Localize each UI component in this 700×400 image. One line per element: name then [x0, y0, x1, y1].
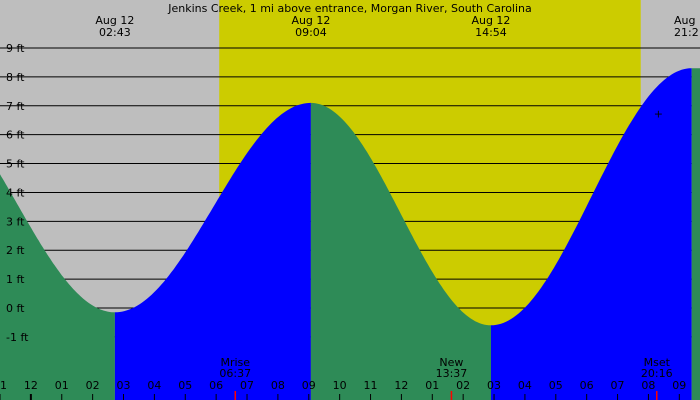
- y-tick-label: 0 ft: [6, 302, 25, 315]
- tide-curve: [0, 68, 700, 400]
- tide-time-label: 09:04: [295, 26, 327, 39]
- tide-time-label: 02:43: [99, 26, 131, 39]
- tide-date-label: Aug 12: [471, 14, 510, 27]
- moon-event-time: 20:16: [641, 367, 673, 380]
- falling-tide-area: [310, 102, 491, 400]
- x-tick-label: 03: [487, 379, 501, 392]
- x-tick-label: 05: [549, 379, 563, 392]
- y-tick-label: 8 ft: [6, 71, 25, 84]
- rising-tide-area: [114, 102, 311, 400]
- x-tick-label: 06: [580, 379, 594, 392]
- x-tick-label: 07: [611, 379, 625, 392]
- chart-title: Jenkins Creek, 1 mi above entrance, Morg…: [167, 2, 532, 15]
- y-tick-label: 2 ft: [6, 244, 25, 257]
- x-tick-label: 12: [394, 379, 408, 392]
- moon-event-time: 13:37: [436, 367, 468, 380]
- tide-time-label: 21:2: [674, 26, 699, 39]
- x-tick-label: 05: [178, 379, 192, 392]
- x-tick-label: 04: [147, 379, 161, 392]
- x-tick-label: 07: [240, 379, 254, 392]
- y-tick-label: 7 ft: [6, 100, 25, 113]
- y-tick-label: -1 ft: [6, 331, 29, 344]
- x-tick-label: 11: [0, 379, 7, 392]
- rising-tide-area: [491, 68, 692, 400]
- y-tick-label: 3 ft: [6, 215, 25, 228]
- y-tick-label: 9 ft: [6, 42, 25, 55]
- x-tick-label: 12: [24, 379, 38, 392]
- y-tick-label: 4 ft: [6, 186, 25, 199]
- x-tick-label: 08: [271, 379, 285, 392]
- y-tick-label: 6 ft: [6, 129, 25, 142]
- x-tick-label: 11: [364, 379, 378, 392]
- x-axis: 11 12 01 02 03 04 05 06 07 08 09 10 11 12 01 02 03 04 05 06…: [0, 107, 686, 400]
- x-tick-label: 01: [55, 379, 69, 392]
- tide-date-label: Aug 12: [95, 14, 134, 27]
- y-tick-label: 5 ft: [6, 158, 25, 171]
- moon-event-label: New: [439, 356, 463, 369]
- x-tick-label: 09: [302, 379, 316, 392]
- x-tick-label: 03: [117, 379, 131, 392]
- x-tick-label: 02: [86, 379, 100, 392]
- moon-event-label: Mrise: [220, 356, 250, 369]
- moon-event-time: 06:37: [219, 367, 251, 380]
- tide-time-label: 14:54: [475, 26, 507, 39]
- y-axis-labels: 9 ft 8 ft 7 ft 6 ft 5 ft 4 ft 3 ft 2 ft 1 ft 0 ft…: [6, 42, 29, 344]
- x-tick-label: 06: [209, 379, 223, 392]
- x-tick-label: 09: [672, 379, 686, 392]
- plus-marker: +: [654, 107, 663, 120]
- x-tick-label: 01: [425, 379, 439, 392]
- falling-tide-area: [0, 174, 115, 400]
- x-tick-label: 02: [456, 379, 470, 392]
- x-tick-label: 04: [518, 379, 532, 392]
- x-tick-label: 08: [641, 379, 655, 392]
- moon-event-label: Mset: [644, 356, 671, 369]
- y-tick-label: 1 ft: [6, 273, 25, 286]
- tide-date-label: Aug 12: [674, 14, 700, 27]
- tide-date-label: Aug 12: [291, 14, 330, 27]
- falling-tide-area: [691, 68, 700, 400]
- x-tick-label: 10: [333, 379, 347, 392]
